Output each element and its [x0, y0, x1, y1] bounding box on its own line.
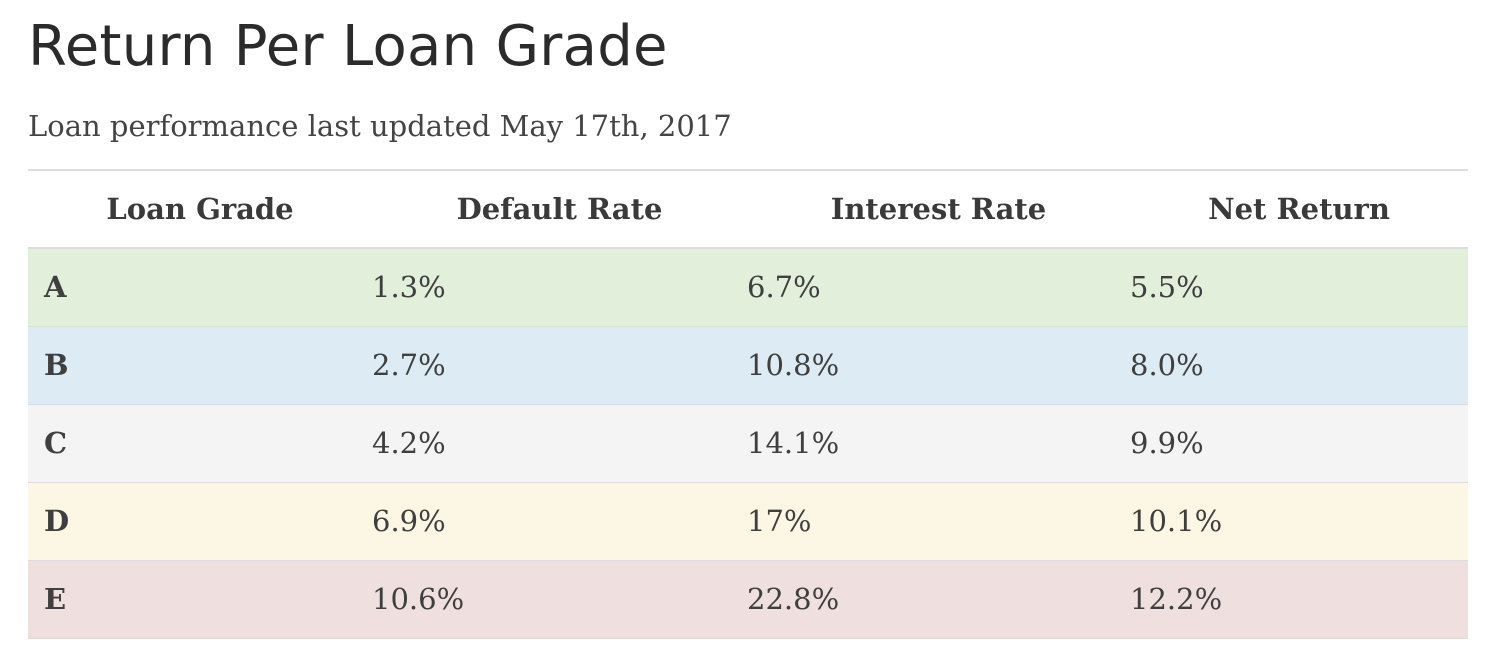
grade-cell: C: [44, 426, 68, 460]
column-header-default-rate: Default Rate: [456, 192, 663, 226]
table-row-grade-e: E 10.6% 22.8% 12.2%: [28, 560, 1468, 638]
default-rate-cell: 1.3%: [372, 270, 446, 305]
header-row: Loan Grade Default Rate Interest Rate Ne…: [28, 170, 1468, 248]
net-return-cell: 10.1%: [1130, 504, 1223, 538]
column-header-loan-grade: Loan Grade: [106, 192, 294, 226]
interest-rate-cell: 22.8%: [747, 582, 840, 616]
loan-grade-table: Loan Grade Default Rate Interest Rate Ne…: [28, 169, 1468, 639]
table-row-grade-a: A 1.3% 6.7% 5.5%: [28, 248, 1468, 326]
grade-cell: D: [44, 504, 70, 538]
interest-rate-cell: 10.8%: [747, 348, 840, 382]
default-rate-cell: 6.9%: [372, 504, 446, 538]
grade-cell: B: [44, 348, 69, 382]
net-return-cell: 9.9%: [1130, 426, 1204, 460]
table-row-grade-d: D 6.9% 17% 10.1%: [28, 482, 1468, 560]
table-row-grade-c: C 4.2% 14.1% 9.9%: [28, 404, 1468, 482]
net-return-cell: 5.5%: [1130, 270, 1204, 305]
default-rate-cell: 2.7%: [372, 348, 446, 382]
table-row-grade-b: B 2.7% 10.8% 8.0%: [28, 326, 1468, 404]
column-header-net-return: Net Return: [1208, 192, 1390, 226]
default-rate-cell: 4.2%: [372, 426, 446, 460]
last-updated-subtitle: Loan performance last updated May 17th, …: [28, 109, 732, 143]
interest-rate-cell: 14.1%: [747, 426, 840, 460]
table-header: Loan Grade Default Rate Interest Rate Ne…: [28, 170, 1468, 248]
table-body: A 1.3% 6.7% 5.5% B 2.7% 10.8% 8.0% C 4.2…: [28, 248, 1468, 638]
interest-rate-cell: 17%: [747, 504, 812, 538]
column-header-interest-rate: Interest Rate: [830, 192, 1047, 226]
net-return-cell: 8.0%: [1130, 348, 1204, 382]
default-rate-cell: 10.6%: [372, 582, 465, 616]
grade-cell: A: [44, 270, 67, 305]
net-return-cell: 12.2%: [1130, 582, 1223, 616]
grade-cell: E: [44, 582, 67, 616]
interest-rate-cell: 6.7%: [747, 270, 821, 305]
page-title: Return Per Loan Grade: [28, 14, 668, 79]
